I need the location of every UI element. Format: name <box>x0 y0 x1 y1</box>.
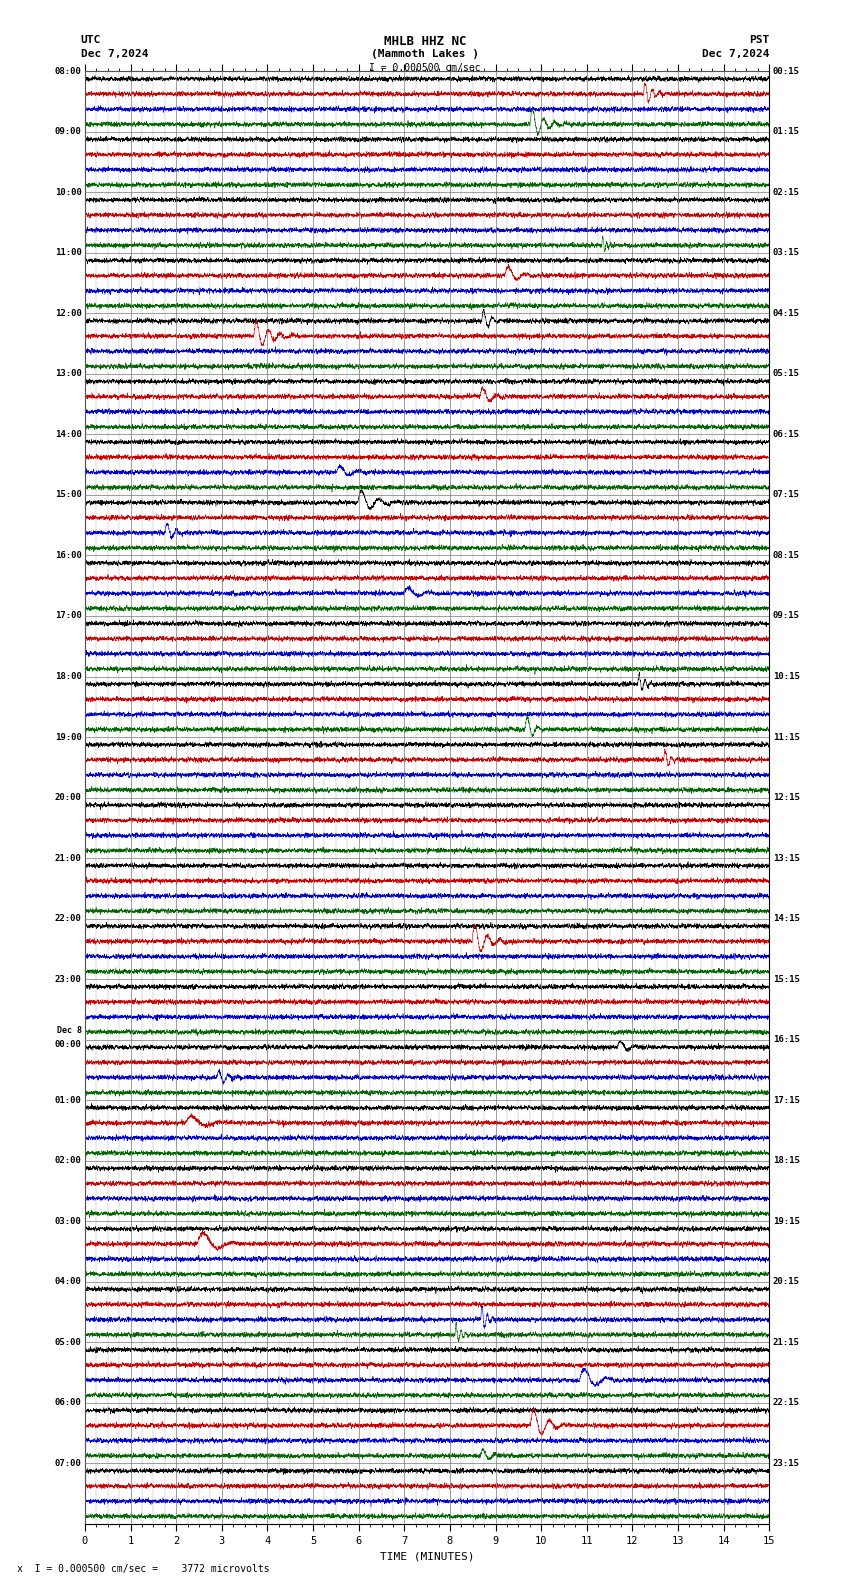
Text: 11:15: 11:15 <box>773 732 800 741</box>
Text: 23:15: 23:15 <box>773 1459 800 1468</box>
Text: 16:15: 16:15 <box>773 1034 800 1044</box>
Text: 19:00: 19:00 <box>54 732 82 741</box>
Text: 05:15: 05:15 <box>773 369 800 379</box>
Text: 14:15: 14:15 <box>773 914 800 923</box>
Text: 02:00: 02:00 <box>54 1156 82 1166</box>
Text: 07:00: 07:00 <box>54 1459 82 1468</box>
Text: I = 0.000500 cm/sec: I = 0.000500 cm/sec <box>369 63 481 73</box>
Text: 12:15: 12:15 <box>773 794 800 802</box>
Text: Dec 7,2024: Dec 7,2024 <box>702 49 769 59</box>
Text: 22:15: 22:15 <box>773 1399 800 1407</box>
Text: 18:15: 18:15 <box>773 1156 800 1166</box>
Text: 04:15: 04:15 <box>773 309 800 318</box>
Text: 15:00: 15:00 <box>54 491 82 499</box>
Text: 02:15: 02:15 <box>773 188 800 196</box>
Text: 03:15: 03:15 <box>773 249 800 257</box>
Text: 13:15: 13:15 <box>773 854 800 863</box>
Text: 18:00: 18:00 <box>54 672 82 681</box>
Text: 00:15: 00:15 <box>773 67 800 76</box>
Text: PST: PST <box>749 35 769 44</box>
Text: Dec 8: Dec 8 <box>57 1026 82 1036</box>
Text: 20:15: 20:15 <box>773 1277 800 1286</box>
Text: x  I = 0.000500 cm/sec =    3772 microvolts: x I = 0.000500 cm/sec = 3772 microvolts <box>17 1565 269 1574</box>
Text: 10:15: 10:15 <box>773 672 800 681</box>
Text: 09:15: 09:15 <box>773 611 800 621</box>
X-axis label: TIME (MINUTES): TIME (MINUTES) <box>380 1551 474 1562</box>
Text: 13:00: 13:00 <box>54 369 82 379</box>
Text: UTC: UTC <box>81 35 101 44</box>
Text: 04:00: 04:00 <box>54 1277 82 1286</box>
Text: 01:00: 01:00 <box>54 1096 82 1104</box>
Text: 14:00: 14:00 <box>54 429 82 439</box>
Text: 17:15: 17:15 <box>773 1096 800 1104</box>
Text: 20:00: 20:00 <box>54 794 82 802</box>
Text: 21:00: 21:00 <box>54 854 82 863</box>
Text: 01:15: 01:15 <box>773 127 800 136</box>
Text: 11:00: 11:00 <box>54 249 82 257</box>
Text: 19:15: 19:15 <box>773 1217 800 1226</box>
Text: 00:00: 00:00 <box>54 1039 82 1049</box>
Text: 17:00: 17:00 <box>54 611 82 621</box>
Text: 05:00: 05:00 <box>54 1338 82 1346</box>
Text: 03:00: 03:00 <box>54 1217 82 1226</box>
Text: 22:00: 22:00 <box>54 914 82 923</box>
Text: 15:15: 15:15 <box>773 974 800 984</box>
Text: 06:15: 06:15 <box>773 429 800 439</box>
Text: 08:15: 08:15 <box>773 551 800 561</box>
Text: 16:00: 16:00 <box>54 551 82 561</box>
Text: 10:00: 10:00 <box>54 188 82 196</box>
Text: 12:00: 12:00 <box>54 309 82 318</box>
Text: 08:00: 08:00 <box>54 67 82 76</box>
Text: MHLB HHZ NC: MHLB HHZ NC <box>383 35 467 48</box>
Text: 23:00: 23:00 <box>54 974 82 984</box>
Text: (Mammoth Lakes ): (Mammoth Lakes ) <box>371 49 479 59</box>
Text: 06:00: 06:00 <box>54 1399 82 1407</box>
Text: Dec 7,2024: Dec 7,2024 <box>81 49 148 59</box>
Text: 09:00: 09:00 <box>54 127 82 136</box>
Text: 21:15: 21:15 <box>773 1338 800 1346</box>
Text: 07:15: 07:15 <box>773 491 800 499</box>
